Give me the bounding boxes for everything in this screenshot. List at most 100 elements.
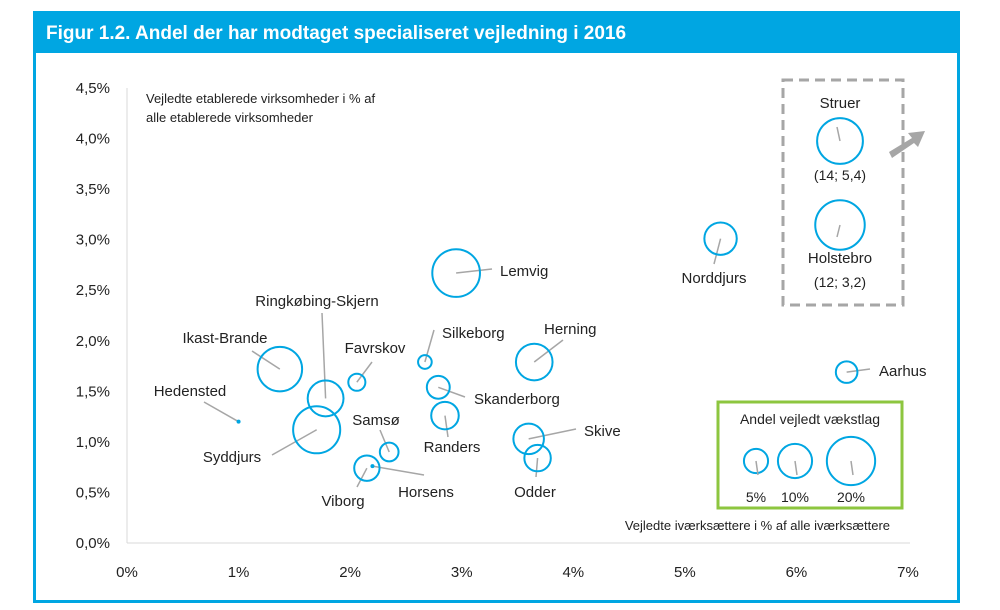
inset-coords-holstebro: (12; 3,2) bbox=[814, 274, 866, 290]
label-ikast-brande: Ikast-Brande bbox=[182, 330, 267, 347]
x-tick-label: 4% bbox=[562, 564, 584, 581]
y-tick-label: 3,5% bbox=[76, 181, 110, 198]
leader-line-norddjurs bbox=[713, 238, 722, 265]
leader-line-favrskov bbox=[356, 361, 373, 383]
inset-bubble-holstebro bbox=[814, 199, 866, 251]
legend-leader bbox=[755, 460, 759, 476]
leader-line-ikast-brande bbox=[251, 350, 281, 370]
bubble-syddjurs bbox=[292, 405, 342, 455]
legend-leader bbox=[794, 460, 798, 476]
inset-box: Struer (14; 5,4) Holstebro (12; 3,2) bbox=[781, 78, 925, 307]
label-viborg: Viborg bbox=[321, 493, 364, 510]
legend-label-10: 10% bbox=[781, 489, 809, 505]
bubble-aarhus bbox=[834, 360, 859, 384]
bubble-silkeborg bbox=[417, 354, 433, 370]
axes bbox=[126, 88, 910, 544]
label-skive: Skive bbox=[584, 423, 621, 440]
bubble-lemvig bbox=[431, 248, 481, 298]
leader-line-skive bbox=[528, 428, 577, 440]
legend-bubble-5 bbox=[742, 447, 770, 475]
inset-border bbox=[781, 78, 905, 307]
arrow-up-right-icon bbox=[889, 131, 925, 158]
leader-line-syddjurs bbox=[271, 429, 318, 456]
y-tick-label: 2,0% bbox=[76, 333, 110, 350]
bubble-labels: Lemvig Norddjurs Herning Silkeborg Aarhus Rin… bbox=[154, 263, 927, 510]
y-tick-label: 1,0% bbox=[76, 434, 110, 451]
figure-frame: Figur 1.2. Andel der har modtaget specia… bbox=[33, 11, 960, 603]
bubble-randers bbox=[430, 400, 460, 431]
leader-line-hedensted bbox=[203, 401, 239, 423]
leader-line-skanderborg bbox=[438, 386, 466, 398]
label-favrskov: Favrskov bbox=[345, 340, 406, 357]
legend-leader bbox=[850, 460, 854, 476]
y-tick-label: 4,5% bbox=[76, 80, 110, 97]
bubble-odder bbox=[523, 443, 552, 473]
y-tick-label: 1,5% bbox=[76, 383, 110, 400]
x-tick-label: 3% bbox=[451, 564, 473, 581]
inset-coords-struer: (14; 5,4) bbox=[814, 167, 866, 183]
y-tick-label: 0,5% bbox=[76, 484, 110, 501]
inset-leader-struer bbox=[836, 126, 841, 142]
legend-label-5: 5% bbox=[746, 489, 766, 505]
inset-label-struer: Struer bbox=[820, 95, 861, 112]
legend-title: Andel vejledt vækstlag bbox=[740, 411, 880, 427]
leader-line-horsens bbox=[372, 465, 425, 476]
y-axis-title-line2: alle etablerede virksomheder bbox=[146, 110, 314, 125]
bubble-norddjurs bbox=[703, 221, 738, 256]
tick-labels: 0% 1% 2% 3% 4% 5% 6% 7% 0,0% 0,5% 1,0% 1,5% 2,0% 2,5%… bbox=[76, 80, 919, 581]
bubble-samsoe bbox=[378, 441, 400, 463]
leader-line-ringkoebing-skjern bbox=[321, 312, 327, 399]
x-tick-label: 2% bbox=[339, 564, 361, 581]
y-tick-label: 3,0% bbox=[76, 232, 110, 249]
label-norddjurs: Norddjurs bbox=[681, 270, 746, 287]
label-hedensted: Hedensted bbox=[154, 383, 227, 400]
bubble-herning bbox=[514, 342, 554, 382]
legend-label-20: 20% bbox=[837, 489, 865, 505]
leader-lines bbox=[203, 238, 871, 488]
label-randers: Randers bbox=[424, 439, 481, 456]
label-ringkoebing-skjern: Ringkøbing-Skjern bbox=[255, 293, 378, 310]
label-skanderborg: Skanderborg bbox=[474, 391, 560, 408]
bubble-ringkoebing-skjern bbox=[306, 379, 345, 418]
leader-line-odder bbox=[535, 458, 539, 478]
figure-title: Figur 1.2. Andel der har modtaget specia… bbox=[36, 14, 957, 53]
label-samsoe: Samsø bbox=[352, 412, 400, 429]
y-tick-label: 0,0% bbox=[76, 535, 110, 552]
bubble-ikast-brande bbox=[256, 345, 304, 393]
leader-line-samsoe bbox=[379, 429, 390, 453]
bubble-favrskov bbox=[347, 372, 367, 392]
bubble-hedensted bbox=[236, 419, 241, 424]
y-tick-label: 4,0% bbox=[76, 131, 110, 148]
label-lemvig: Lemvig bbox=[500, 263, 548, 280]
inset-bubble-struer bbox=[816, 117, 864, 165]
leader-line-silkeborg bbox=[424, 329, 435, 363]
leader-line-randers bbox=[444, 415, 449, 438]
label-aarhus: Aarhus bbox=[879, 363, 927, 380]
label-herning: Herning bbox=[544, 321, 597, 338]
y-tick-label: 2,5% bbox=[76, 282, 110, 299]
legend-border bbox=[716, 400, 904, 510]
size-legend: Andel vejledt vækstlag 5% 10% 20% bbox=[716, 400, 904, 510]
x-tick-label: 1% bbox=[228, 564, 250, 581]
bubble-horsens bbox=[370, 464, 375, 469]
bubbles bbox=[236, 221, 859, 482]
label-horsens: Horsens bbox=[398, 484, 454, 501]
x-tick-label: 5% bbox=[674, 564, 696, 581]
inset-label-holstebro: Holstebro bbox=[808, 250, 872, 267]
bubble-viborg bbox=[353, 454, 381, 482]
x-tick-label: 6% bbox=[786, 564, 808, 581]
x-tick-label: 0% bbox=[116, 564, 138, 581]
legend-bubble-20 bbox=[825, 435, 877, 487]
x-axis-title: Vejledte iværksættere i % af alle iværks… bbox=[625, 518, 890, 533]
label-odder: Odder bbox=[514, 484, 556, 501]
label-syddjurs: Syddjurs bbox=[203, 449, 261, 466]
inset-leader-holstebro bbox=[836, 224, 841, 238]
label-silkeborg: Silkeborg bbox=[442, 325, 505, 342]
legend-bubble-10 bbox=[776, 442, 814, 480]
y-axis-title-line1: Vejledte etablerede virksomheder i % af bbox=[146, 91, 375, 106]
leader-line-lemvig bbox=[456, 268, 493, 274]
leader-line-viborg bbox=[356, 467, 368, 488]
bubble-skanderborg bbox=[425, 374, 451, 400]
bubble-skive bbox=[512, 422, 545, 456]
